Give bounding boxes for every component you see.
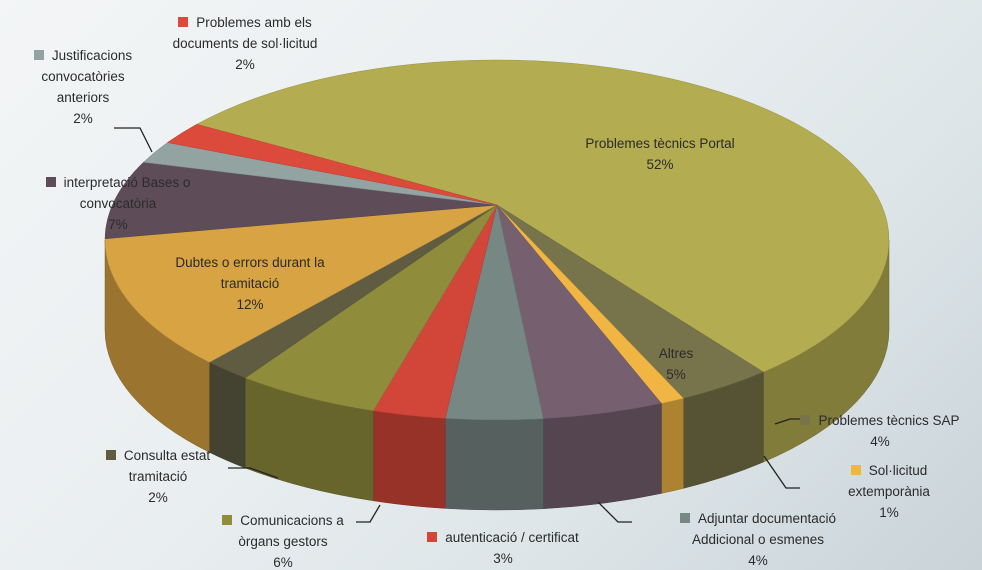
slice-label: Dubtes o errors durant la tramitació 12% — [155, 252, 345, 315]
slice-label: Adjuntar documentació Addicional o esmen… — [653, 508, 863, 570]
legend-swatch — [46, 177, 56, 187]
slice-label: Problemes tècnics SAP 4% — [780, 410, 980, 452]
legend-swatch — [800, 415, 810, 425]
value-label: 5% — [636, 364, 716, 385]
slice-label: Justificacions convocatòries anteriors 2% — [21, 45, 146, 129]
chart: Problemes tècnics Portal52%Problemes tèc… — [0, 0, 982, 570]
category-name: interpretació Bases o convocatòria — [64, 175, 191, 211]
category-name: Adjuntar documentació Addicional o esmen… — [692, 511, 836, 547]
slice-side — [445, 418, 543, 510]
category-name: autenticació / certificat — [445, 530, 579, 545]
slice-label: Altres 5% — [636, 343, 716, 385]
legend-swatch — [851, 465, 861, 475]
value-label: 6% — [208, 552, 358, 570]
legend-swatch — [178, 17, 188, 27]
slice-label: interpretació Bases o convocatòria 7% — [11, 172, 226, 235]
slice-label: autenticació / certificat 3% — [388, 527, 618, 569]
category-name: Justificacions convocatòries anteriors — [41, 48, 132, 105]
slice-side — [373, 411, 445, 509]
value-label: 2% — [21, 108, 146, 129]
category-name: Problemes tècnics Portal — [585, 136, 734, 151]
category-name: Comunicacions a òrgans gestors — [238, 513, 343, 549]
category-name: Problemes amb els documents de sol·licit… — [173, 15, 318, 51]
legend-swatch — [222, 515, 232, 525]
value-label: 7% — [11, 214, 226, 235]
leader-line — [598, 502, 632, 522]
value-label: 3% — [388, 548, 618, 569]
leader-line — [114, 128, 152, 152]
value-label: 4% — [780, 431, 980, 452]
value-label: 2% — [83, 487, 233, 508]
slice-label: Consulta estat tramitació 2% — [83, 445, 233, 508]
slice-label: Problemes amb els documents de sol·licit… — [160, 12, 330, 75]
category-name: Dubtes o errors durant la tramitació — [175, 255, 324, 291]
slice-side — [661, 398, 683, 493]
legend-swatch — [680, 513, 690, 523]
value-label: 4% — [653, 550, 863, 570]
legend-swatch — [106, 450, 116, 460]
legend-swatch — [427, 532, 437, 542]
legend-swatch — [34, 50, 44, 60]
slice-label: Problemes tècnics Portal 52% — [575, 133, 745, 175]
leader-line — [356, 505, 380, 522]
slice-side — [543, 403, 661, 508]
value-label: 12% — [155, 294, 345, 315]
leader-line — [764, 456, 800, 488]
value-label: 52% — [575, 154, 745, 175]
category-name: Problemes tècnics SAP — [818, 413, 959, 428]
category-name: Altres — [659, 346, 694, 361]
value-label: 2% — [160, 54, 330, 75]
slice-label: Comunicacions a òrgans gestors 6% — [208, 510, 358, 570]
category-name: Consulta estat tramitació — [124, 448, 210, 484]
